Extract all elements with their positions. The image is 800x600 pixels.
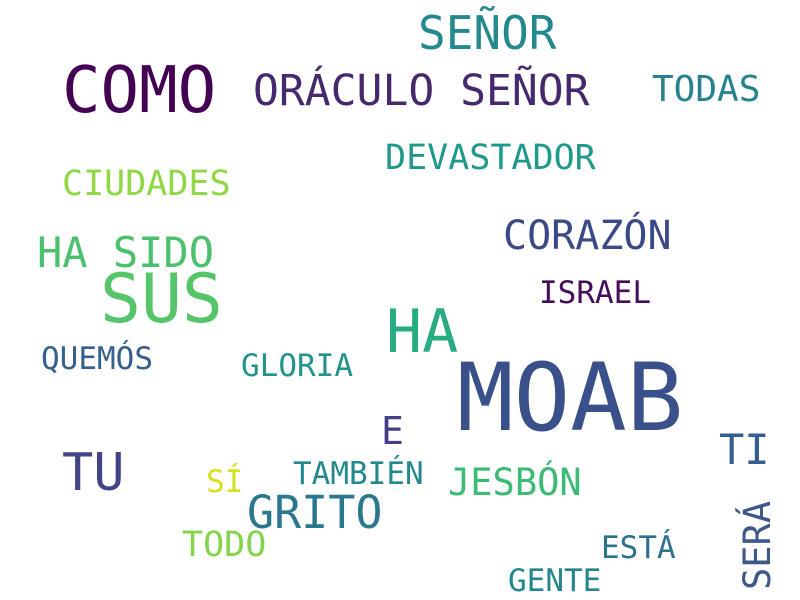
word-quemos: QUEMÓS: [41, 341, 153, 377]
word-devastador: DEVASTADOR: [385, 138, 596, 178]
word-ha: HA: [386, 297, 459, 367]
word-gente: GENTE: [508, 563, 602, 599]
word-moab: MOAB: [457, 344, 684, 453]
word-e: E: [381, 409, 404, 453]
word-ciudades: CIUDADES: [62, 164, 231, 204]
word-sera-vertical: SERÁ: [736, 500, 779, 590]
word-esta: ESTÁ: [601, 530, 676, 566]
word-corazon: CORAZÓN: [503, 213, 672, 259]
word-gloria: GLORIA: [241, 348, 353, 384]
word-israel: ISRAEL: [539, 275, 651, 311]
word-tambien: TAMBIÉN: [293, 456, 424, 492]
word-grito: GRITO: [247, 486, 383, 539]
word-todas: TODAS: [652, 69, 761, 110]
word-jesbon: JESBÓN: [448, 461, 582, 504]
word-ha-sido: HA SIDO: [37, 228, 215, 277]
word-senor-top: SEÑOR: [418, 6, 557, 60]
word-ti: TI: [719, 425, 770, 474]
word-como: COMO: [62, 54, 217, 128]
word-todo: TODO: [182, 525, 267, 565]
word-si: SÍ: [206, 464, 244, 500]
word-oraculo-senor: ORÁCULO SEÑOR: [253, 66, 590, 116]
word-sus: SUS: [100, 260, 223, 339]
word-tu: TU: [62, 443, 125, 503]
